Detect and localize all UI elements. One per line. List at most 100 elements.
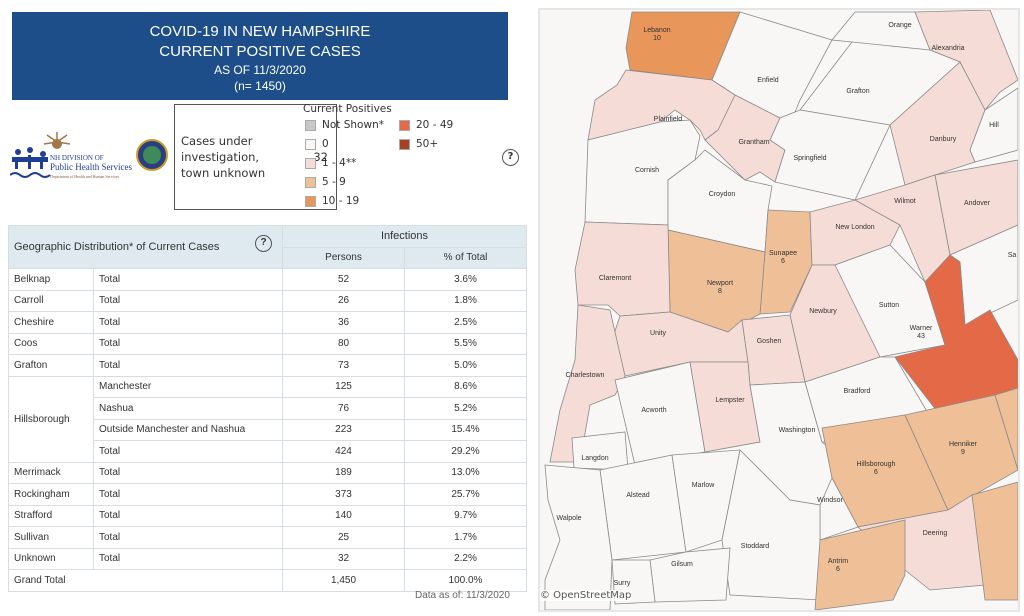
town-label: Alexandria [931, 45, 964, 52]
pct-cell: 9.7% [404, 504, 527, 527]
town-label: Newport [707, 280, 733, 287]
county-cell: Grafton [8, 354, 94, 377]
town-antrim[interactable] [814, 519, 906, 611]
title-date: AS OF 11/3/2020 [214, 63, 306, 77]
persons-cell: 36 [282, 311, 405, 334]
pct-cell: 25.7% [404, 483, 527, 506]
town-label: Deering [923, 530, 948, 537]
table-row[interactable]: Total 424 29.2% [9, 440, 527, 463]
subgroup-cell: Total [93, 332, 283, 355]
town-label: New London [835, 224, 874, 231]
table-row[interactable]: Outside Manchester and Nashua 223 15.4% [9, 418, 527, 441]
logo-graphic-icon: NH DIVISION OF Public Health Services De… [9, 132, 168, 179]
town-label: Cornish [635, 167, 659, 174]
title-line-2: CURRENT POSITIVE CASES [159, 43, 361, 60]
persons-cell: 125 [282, 375, 405, 398]
pct-cell: 5.2% [404, 397, 527, 420]
town-label: Wilmot [894, 198, 915, 205]
case-distribution-table: Geographic Distribution* of Current Case… [8, 225, 527, 592]
town-label: Springfield [793, 155, 826, 162]
subgroup-cell: Manchester [93, 375, 283, 398]
town-stoddard[interactable] [721, 449, 821, 601]
town-charlestown[interactable] [549, 304, 626, 463]
legend-item[interactable]: 5 - 9 [305, 176, 346, 188]
town-alstead[interactable] [599, 454, 687, 561]
table-row[interactable]: Carroll Total 26 1.8% [8, 289, 527, 312]
table-row[interactable]: Rockingham Total 373 25.7% [8, 483, 527, 506]
dashboard-title: COVID-19 IN NEW HAMPSHIRE CURRENT POSITI… [12, 12, 508, 100]
town-label: Lempster [715, 397, 745, 404]
subgroup-cell: Total [93, 483, 283, 506]
legend-item[interactable]: 50+ [399, 138, 438, 150]
grand-total-row: Grand Total 1,450 100.0% [8, 569, 527, 592]
town-label: Enfield [757, 77, 779, 84]
town-label: Grafton [846, 88, 869, 95]
town-label: Andover [964, 200, 991, 207]
town-label: Walpole [556, 515, 581, 522]
town-map[interactable]: Lebanon 10 Enfield Orange Alexandria Grafton P… [538, 8, 1020, 612]
town-label: Antrim [828, 558, 848, 565]
map-attribution[interactable]: © OpenStreetMap [540, 590, 632, 601]
table-help-icon[interactable]: ? [255, 235, 272, 252]
town-label: Goshen [757, 338, 782, 345]
title-count: (n= 1450) [234, 79, 286, 93]
town-label: Sunapee [769, 250, 797, 257]
town-label: Marlow [692, 482, 716, 489]
county-cell: Strafford [8, 504, 94, 527]
table-row[interactable]: Cheshire Total 36 2.5% [8, 311, 527, 334]
persons-header[interactable]: Persons [282, 246, 405, 269]
county-cell: Carroll [8, 289, 94, 312]
table-row[interactable]: Strafford Total 140 9.7% [8, 504, 527, 527]
pct-header[interactable]: % of Total [404, 246, 527, 269]
town-springfield[interactable] [769, 109, 891, 201]
title-line-1: COVID-19 IN NEW HAMPSHIRE [149, 23, 371, 40]
legend-item[interactable]: 10 - 19 [305, 195, 359, 207]
town-label: Claremont [599, 275, 631, 282]
persons-cell: 424 [282, 440, 405, 463]
town-label: Alstead [626, 492, 649, 499]
town-hill[interactable] [969, 87, 1019, 163]
town-claremont[interactable] [574, 221, 671, 317]
legend-item[interactable]: 0 [305, 138, 329, 150]
table-row[interactable]: Merrimack Total 189 13.0% [8, 461, 527, 484]
town-count: 6 [874, 469, 878, 476]
table-row[interactable]: Hillsborough Manchester 125 8.6% [8, 375, 527, 463]
logo-line-3: Department of Health and Human Services [50, 174, 119, 179]
table-row[interactable]: Sullivan Total 25 1.7% [8, 526, 527, 549]
town-label: Lebanon [643, 27, 670, 34]
persons-cell: 73 [282, 354, 405, 377]
table-row[interactable]: Coos Total 80 5.5% [8, 332, 527, 355]
town-label: Langdon [581, 455, 608, 462]
town-label: Stoddard [741, 543, 770, 550]
table-row[interactable]: Unknown Total 32 2.2% [8, 547, 527, 570]
table-row[interactable]: Grafton Total 73 5.0% [8, 354, 527, 377]
persons-cell: 189 [282, 461, 405, 484]
legend-label: 50+ [416, 138, 439, 150]
town-label: Plainfield [654, 116, 683, 123]
pct-cell: 5.5% [404, 332, 527, 355]
legend-title: Current Positives [303, 103, 392, 115]
persons-cell: 25 [282, 526, 405, 549]
town-label: Orange [888, 22, 911, 29]
subgroup-cell: Total [93, 547, 283, 570]
town-label: Acworth [641, 407, 666, 414]
nh-dphs-logo: NH DIVISION OF Public Health Services De… [9, 130, 170, 185]
subgroup-cell: Total [93, 268, 283, 291]
county-cell: Belknap [8, 268, 94, 291]
legend-item[interactable]: Not Shown* [305, 119, 384, 131]
legend-item[interactable]: 1 - 4** [305, 157, 356, 169]
town-label: Hill [989, 122, 999, 129]
legend-label: 10 - 19 [322, 195, 360, 207]
table-row[interactable]: Belknap Total 52 3.6% [8, 268, 527, 291]
grand-total-pct: 100.0% [404, 569, 527, 592]
subgroup-cell: Total [93, 311, 283, 334]
legend-help-icon[interactable]: ? [502, 149, 519, 166]
legend-item[interactable]: 20 - 49 [399, 119, 453, 131]
county-cell: Rockingham [8, 483, 94, 506]
town-langdon[interactable] [571, 431, 629, 471]
subgroup-cell: Total [93, 289, 283, 312]
logo-line-1: NH DIVISION OF [50, 154, 104, 162]
grand-total-persons: 1,450 [282, 569, 405, 592]
persons-cell: 32 [282, 547, 405, 570]
